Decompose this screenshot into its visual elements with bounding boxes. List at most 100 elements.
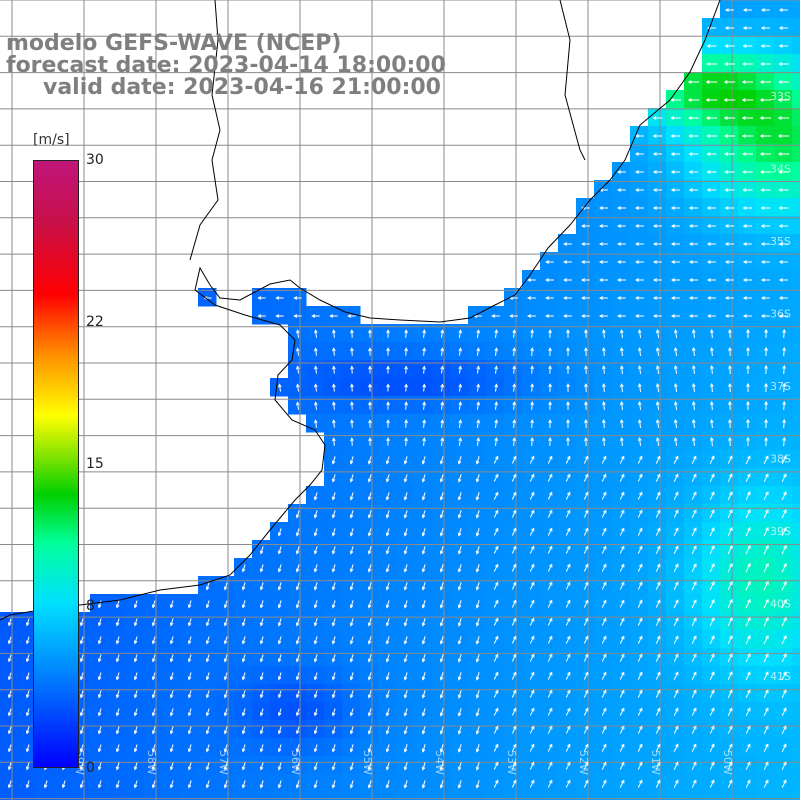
wind-cell [630, 684, 649, 703]
wind-cell [396, 756, 415, 775]
wind-arrow [403, 618, 408, 627]
wind-cell [180, 702, 199, 721]
wind-arrow [349, 654, 354, 663]
wind-cell [306, 666, 325, 685]
wind-arrow [746, 400, 750, 411]
wind-arrow [331, 474, 336, 483]
wind-cell [252, 576, 271, 595]
wind-cell [558, 270, 577, 289]
wind-cell [18, 702, 37, 721]
wind-cell [702, 18, 721, 37]
wind-cell [684, 216, 703, 235]
wind-cell [756, 198, 775, 217]
wind-arrow [329, 314, 338, 318]
wind-cell [792, 162, 800, 181]
wind-arrow [259, 780, 264, 789]
wind-cell [450, 522, 469, 541]
wind-arrow [781, 580, 787, 591]
border-path [559, 0, 586, 161]
wind-cell [450, 576, 469, 595]
wind-arrow [778, 224, 789, 228]
wind-arrow [440, 383, 445, 392]
wind-cell [324, 756, 343, 775]
wind-arrow [421, 618, 426, 627]
wind-cell [324, 540, 343, 559]
wind-arrow [259, 690, 264, 699]
wind-arrow [583, 509, 589, 518]
wind-arrow [43, 780, 48, 789]
wind-cell [684, 738, 703, 757]
wind-arrow [386, 383, 390, 392]
wind-cell [612, 324, 631, 343]
wind-cell [432, 738, 451, 757]
wind-arrow [652, 188, 663, 192]
wind-arrow [763, 455, 769, 464]
wind-arrow [764, 400, 768, 411]
wind-arrow [385, 690, 390, 699]
wind-arrow [7, 726, 12, 735]
wind-cell [684, 774, 703, 793]
wind-arrow [547, 527, 553, 536]
wind-cell [720, 504, 739, 523]
wind-arrow [115, 672, 120, 681]
wind-arrow [741, 80, 754, 84]
wind-arrow [187, 672, 192, 681]
wind-cell [702, 414, 721, 433]
wind-cell [666, 576, 685, 595]
wind-cell [396, 540, 415, 559]
wind-arrow [673, 599, 679, 608]
wind-cell [792, 540, 800, 559]
wind-arrow [619, 563, 625, 572]
wind-arrow [709, 527, 715, 537]
wind-arrow [727, 562, 733, 573]
wind-cell [738, 342, 757, 361]
wind-cell [630, 648, 649, 667]
wind-cell [270, 576, 289, 595]
wind-cell [684, 234, 703, 253]
wind-arrow [79, 654, 84, 663]
wind-cell [216, 612, 235, 631]
wind-arrow [709, 779, 715, 788]
wind-arrow [421, 654, 426, 663]
wind-cell [306, 360, 325, 379]
wind-arrow [511, 617, 517, 626]
wind-arrow [439, 582, 444, 591]
wind-cell [522, 576, 541, 595]
wind-cell [540, 648, 559, 667]
wind-cell [360, 468, 379, 487]
wind-cell [468, 540, 487, 559]
wind-cell [702, 36, 721, 55]
wind-cell [684, 576, 703, 595]
wind-cell [324, 468, 343, 487]
wind-cell [270, 612, 289, 631]
wind-cell [522, 522, 541, 541]
wind-cell [666, 324, 685, 343]
wind-arrow [422, 347, 427, 356]
wind-arrow [187, 618, 192, 627]
wind-cell [324, 342, 343, 361]
wind-cell [594, 450, 613, 469]
wind-arrow [115, 690, 120, 699]
wind-arrow [439, 528, 444, 537]
wind-arrow [547, 581, 553, 590]
wind-arrow [475, 564, 480, 573]
wind-cell [558, 504, 577, 523]
wind-arrow [601, 491, 607, 500]
wind-cell [720, 252, 739, 271]
wind-arrow [547, 563, 553, 572]
wind-arrow [691, 365, 696, 375]
wind-cell [612, 792, 631, 800]
wind-arrow [133, 744, 138, 753]
wind-cell [270, 288, 289, 307]
wind-cell [756, 450, 775, 469]
wind-cell [792, 342, 800, 361]
wind-cell [702, 702, 721, 721]
wind-arrow [619, 671, 625, 680]
wind-cell [558, 306, 577, 325]
wind-cell [684, 612, 703, 631]
wind-arrow [706, 260, 717, 264]
wind-arrow [782, 346, 786, 357]
wind-cell [720, 684, 739, 703]
wind-arrow [277, 690, 282, 699]
wind-cell [414, 738, 433, 757]
